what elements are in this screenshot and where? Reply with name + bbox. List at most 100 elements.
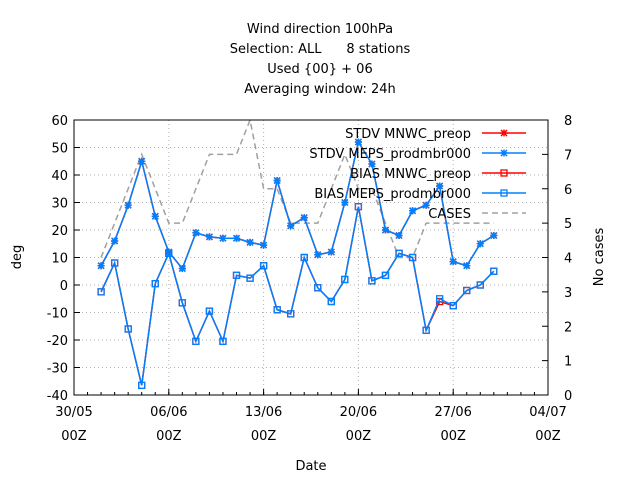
y2-tick-label: 2 xyxy=(564,320,572,335)
marker-stroke xyxy=(111,237,119,245)
y-tick-label: 30 xyxy=(51,197,68,212)
y-tick-label: -30 xyxy=(47,362,68,377)
marker-stroke xyxy=(300,214,308,222)
legend-label: STDV MNWC_preop xyxy=(345,127,471,142)
grid-lines xyxy=(74,120,548,395)
series-cases xyxy=(100,117,494,259)
data-point-square xyxy=(341,275,349,284)
data-point-star xyxy=(341,198,349,207)
data-point-square xyxy=(314,284,322,292)
y2-tick-label: 3 xyxy=(564,286,572,301)
marker-stroke xyxy=(476,240,484,248)
legend-item-stdv-mnwc-preop: STDV MNWC_preop xyxy=(345,127,526,142)
title-line-1: Wind direction 100hPa xyxy=(247,22,393,37)
x-tick-label-time: 00Z xyxy=(346,429,372,444)
data-point-star xyxy=(436,182,444,190)
x-tick-label-date: 30/05 xyxy=(55,405,92,420)
data-point-square xyxy=(368,277,376,285)
data-point-square xyxy=(124,325,132,333)
data-point-star xyxy=(287,222,295,230)
y2-tick-label: 1 xyxy=(564,355,572,370)
data-point-square xyxy=(408,253,417,262)
y-tick-label: 20 xyxy=(51,224,68,239)
y2-tick-label: 6 xyxy=(564,183,572,198)
data-point-square xyxy=(138,381,146,390)
marker-stroke xyxy=(409,207,417,215)
legend: STDV MNWC_preop STDV MEPS_prodmbr000 BIAS … xyxy=(309,127,526,222)
y2-tick-label: 4 xyxy=(564,252,572,267)
data-point-star xyxy=(219,234,227,242)
y2-tick-label: 0 xyxy=(564,389,572,404)
legend-label: CASES xyxy=(428,207,471,222)
x-tick-label-time: 00Z xyxy=(440,429,466,444)
marker-stroke xyxy=(395,231,403,240)
data-point-star xyxy=(490,231,498,240)
series-line-bias-meps-prodmbr000 xyxy=(100,206,495,386)
marker-stroke xyxy=(341,198,349,207)
series-bias-meps-prodmbr000 xyxy=(97,202,498,390)
data-point-star xyxy=(449,258,457,266)
marker-stroke xyxy=(449,258,457,266)
data-point-star xyxy=(192,229,200,237)
marker-stroke xyxy=(327,248,335,256)
data-point-star xyxy=(354,138,362,146)
marker-stroke xyxy=(260,241,268,249)
data-point-square xyxy=(463,286,471,295)
y-tick-label: -20 xyxy=(47,334,68,349)
data-point-star xyxy=(232,234,241,242)
data-point-star xyxy=(178,264,186,273)
data-point-square xyxy=(327,297,335,306)
legend-item-bias-mnwc-preop: BIAS MNWC_preop xyxy=(350,167,526,182)
y-tick-label: 40 xyxy=(51,169,68,184)
data-point-star xyxy=(111,237,119,245)
data-point-star xyxy=(314,251,322,259)
data-point-square xyxy=(232,271,241,280)
data-point-square xyxy=(178,299,186,307)
marker-stroke xyxy=(97,262,105,270)
data-point-star xyxy=(463,262,471,270)
marker-stroke xyxy=(368,160,376,168)
data-point-star xyxy=(395,231,403,240)
marker-stroke xyxy=(232,234,241,242)
marker-stroke xyxy=(205,233,213,241)
data-point-square xyxy=(151,279,159,288)
data-point-square xyxy=(381,271,390,280)
y-tick-label: -10 xyxy=(47,307,68,322)
marker-stroke xyxy=(246,238,254,246)
marker-stroke xyxy=(138,157,146,165)
x-axis-label: Date xyxy=(295,459,326,474)
legend-marker xyxy=(500,149,508,157)
title-line-2: Selection: ALL 8 stations xyxy=(230,42,411,57)
data-point-square xyxy=(110,259,119,267)
data-point-square xyxy=(287,310,295,318)
data-point-square xyxy=(490,267,498,275)
data-point-square xyxy=(422,326,430,335)
marker-stroke xyxy=(273,176,281,185)
marker-stroke xyxy=(219,234,227,242)
legend-label: BIAS MEPS_prodmbr000 xyxy=(314,187,471,202)
data-point-star xyxy=(300,214,308,222)
data-point-star xyxy=(124,201,132,209)
cases-series-layer xyxy=(100,117,494,259)
y2-axis-ticks: 0 1 2 3 4 5 6 7 8 xyxy=(542,114,572,404)
data-point-square xyxy=(165,249,173,258)
data-point-square xyxy=(436,295,444,303)
series-line-bias-mnwc-preop xyxy=(100,206,495,386)
data-point-star xyxy=(273,176,281,185)
x-tick-label-date: 06/06 xyxy=(150,405,187,420)
data-point-square xyxy=(273,306,281,314)
legend-item-bias-meps-prodmbr000: BIAS MEPS_prodmbr000 xyxy=(314,187,526,202)
title-line-3: Used {00} + 06 xyxy=(267,62,372,77)
data-point-square xyxy=(354,202,363,211)
legend-label: BIAS MNWC_preop xyxy=(350,167,471,182)
data-point-star xyxy=(97,262,105,270)
data-point-star xyxy=(151,212,159,220)
y-tick-label: -40 xyxy=(47,389,68,404)
data-point-square xyxy=(449,301,457,310)
x-tick-label-date: 27/06 xyxy=(434,405,471,420)
y-tick-label: 10 xyxy=(51,252,68,267)
marker-stroke xyxy=(422,201,430,209)
marker-stroke xyxy=(314,251,322,259)
data-point-square xyxy=(476,281,484,289)
